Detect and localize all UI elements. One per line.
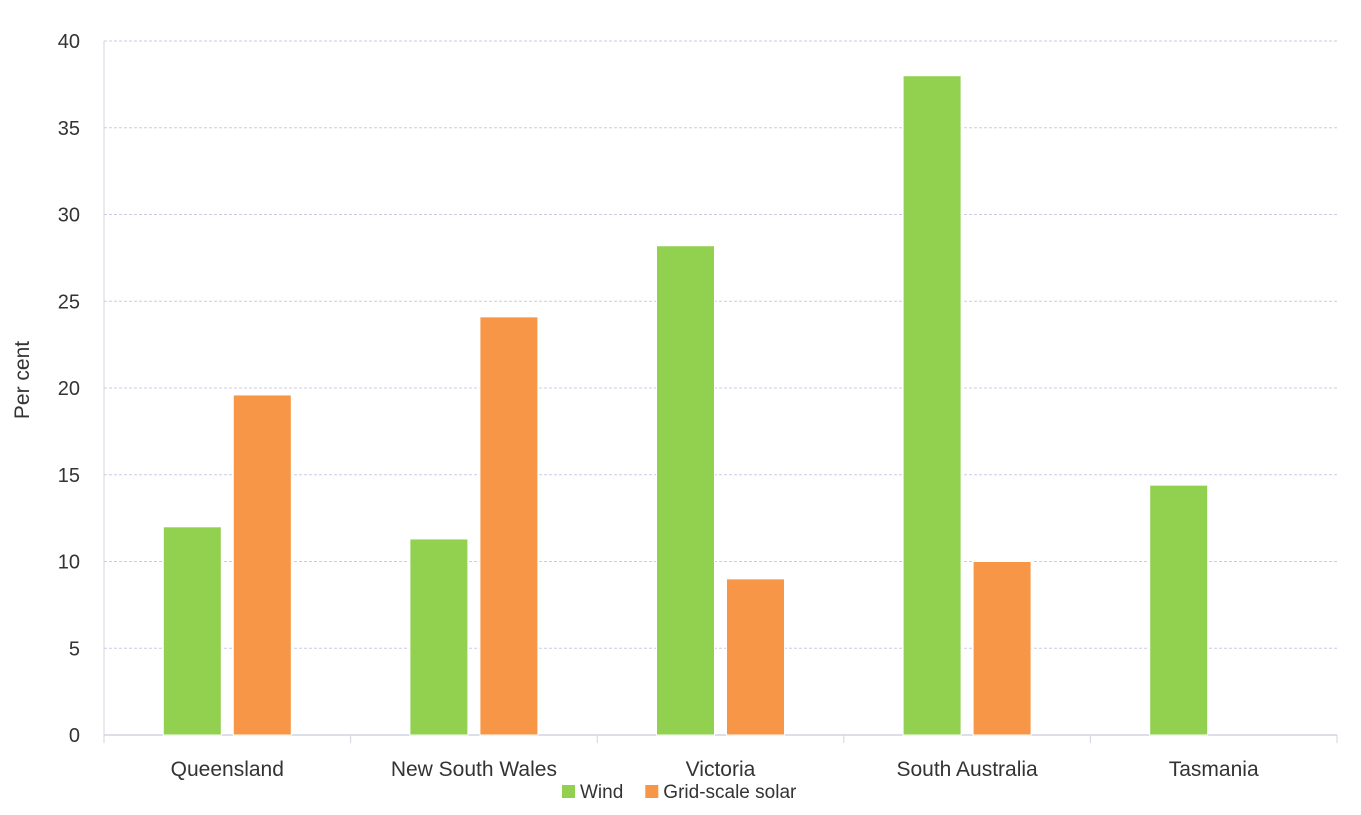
bar-grid-scale-solar <box>232 394 292 736</box>
x-tick-label: Victoria <box>686 758 756 781</box>
y-tick-labels: 0 5 10 15 20 25 30 35 40 <box>58 31 80 747</box>
bar-wind <box>162 526 222 736</box>
bars <box>162 75 1209 736</box>
x-tick-label: Queensland <box>171 758 284 781</box>
y-tick-label: 40 <box>58 31 80 53</box>
bar-grid-scale-solar <box>479 316 539 736</box>
bar-wind <box>656 245 715 736</box>
legend-swatch <box>645 785 659 798</box>
x-tick-label: New South Wales <box>391 758 557 781</box>
y-tick-label: 15 <box>58 465 80 487</box>
x-tick-labels: Queensland New South Wales Victoria South A… <box>171 758 1259 781</box>
y-tick-label: 10 <box>58 552 80 574</box>
legend-swatch <box>562 785 575 798</box>
x-tick-label: South Australia <box>896 758 1038 781</box>
bar-wind <box>902 75 962 736</box>
y-tick-label: 30 <box>58 205 80 227</box>
bar-grid-scale-solar <box>972 561 1032 736</box>
y-tick-label: 25 <box>58 291 80 313</box>
gridlines <box>104 40 1337 649</box>
axes <box>103 41 1338 743</box>
y-axis-title: Per cent <box>11 341 34 419</box>
legend-label: Grid-scale solar <box>663 782 797 803</box>
y-tick-label: 0 <box>69 725 80 747</box>
bar-wind <box>409 538 469 736</box>
x-tick-label: Tasmania <box>1169 758 1259 781</box>
legend: Wind Grid-scale solar <box>562 782 797 803</box>
legend-label: Wind <box>580 782 623 803</box>
y-tick-label: 20 <box>58 378 80 400</box>
bar-wind <box>1149 484 1209 736</box>
y-tick-label: 35 <box>58 118 80 140</box>
bar-grid-scale-solar <box>726 578 785 736</box>
y-tick-label: 5 <box>69 638 80 660</box>
